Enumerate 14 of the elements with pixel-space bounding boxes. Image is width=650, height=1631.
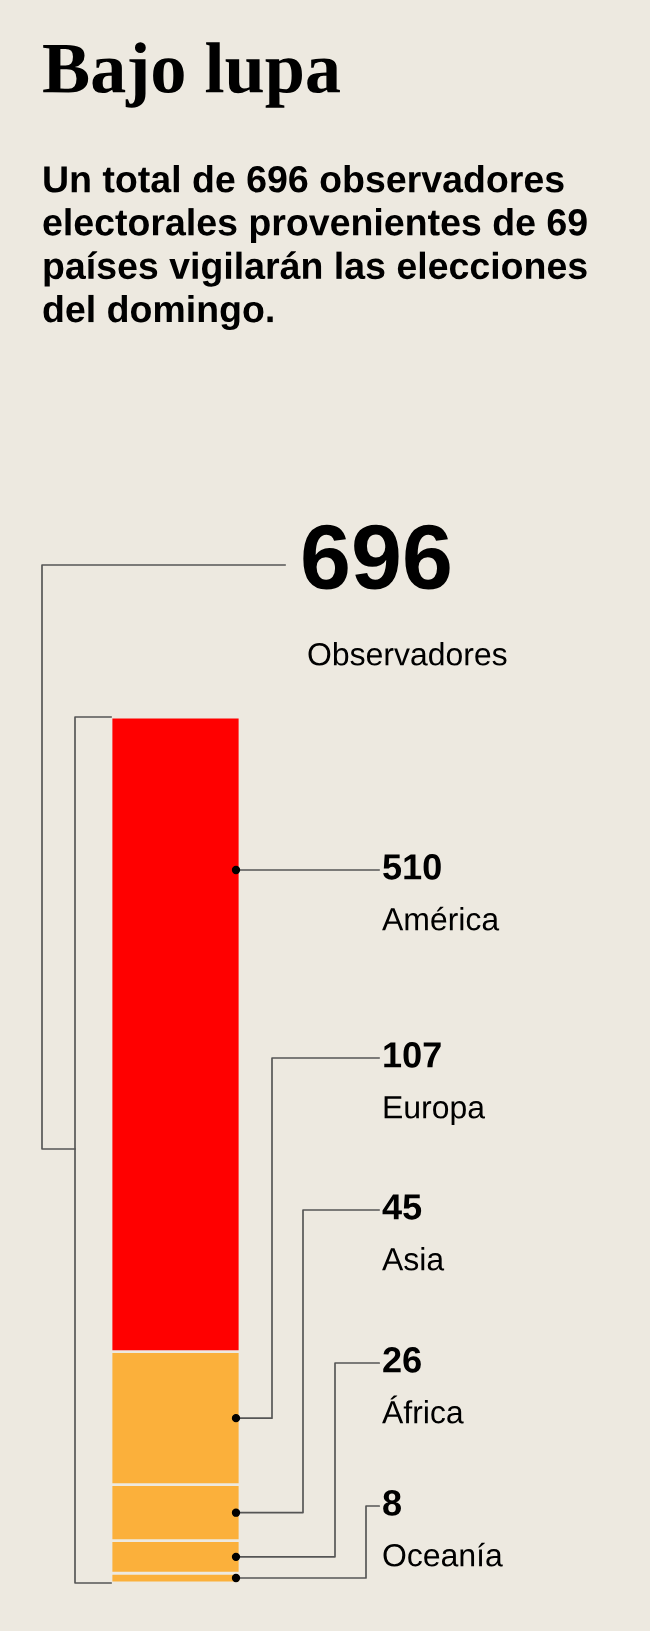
text: Un total de 696 observadores electorales provenientes de 69 países vigilarán las elecciones del domingo. <box>43 165 587 331</box>
data-label: 107 <box>384 1042 441 1068</box>
text: América <box>382 906 500 931</box>
text: Oceanía <box>383 1542 503 1567</box>
data-label: 8 <box>383 1490 401 1516</box>
text: África <box>382 1395 464 1424</box>
text: Europa <box>384 1096 486 1125</box>
total-label: 696 <box>303 524 450 590</box>
chart-title: Bajo lupa <box>43 42 340 108</box>
data-label: 26 <box>383 1347 421 1373</box>
data-label: 510 <box>383 854 441 880</box>
data-label: 45 <box>382 1194 422 1220</box>
text: Observadores <box>308 642 507 666</box>
text: Asia <box>382 1247 445 1271</box>
